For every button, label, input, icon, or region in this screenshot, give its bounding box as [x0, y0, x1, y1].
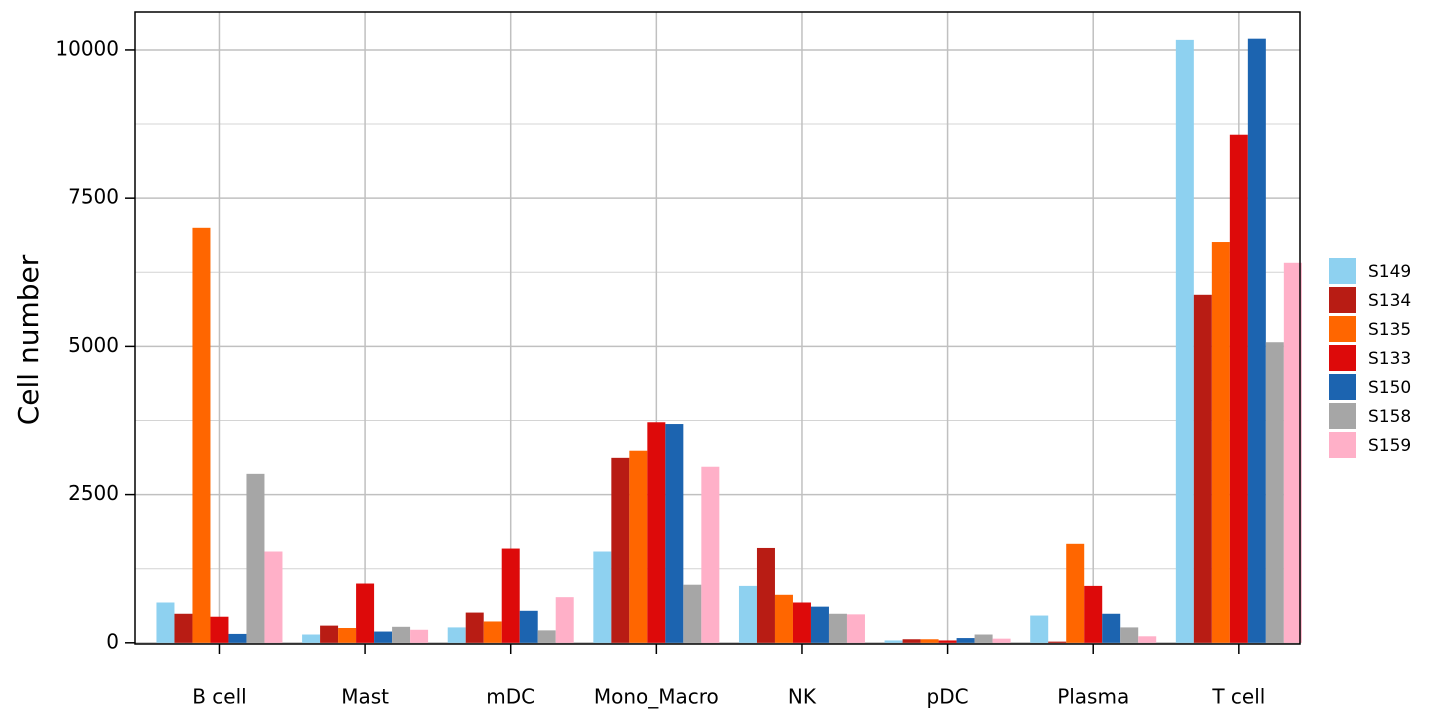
bar	[555, 597, 574, 643]
bar	[1283, 262, 1302, 643]
x-tick-label: Plasma	[1057, 685, 1129, 709]
bar	[1247, 38, 1266, 643]
bar	[683, 584, 702, 643]
y-tick-label: 10000	[55, 36, 119, 60]
bar	[1084, 585, 1103, 643]
bar	[1030, 615, 1049, 643]
bar	[1048, 641, 1067, 643]
legend-label: S135	[1368, 320, 1411, 340]
bar	[374, 631, 393, 643]
bar	[1102, 613, 1121, 643]
bar	[902, 639, 921, 643]
y-tick-label: 5000	[68, 333, 119, 357]
bar	[246, 473, 265, 643]
bar	[501, 548, 520, 643]
y-tick-label: 0	[106, 629, 119, 653]
legend-label: S158	[1368, 407, 1411, 427]
x-tick-label: Mast	[341, 685, 389, 709]
legend-label: S134	[1368, 291, 1411, 311]
bar	[792, 602, 811, 643]
bar	[410, 629, 429, 643]
bar	[1138, 636, 1157, 643]
bar	[447, 627, 466, 643]
bar	[392, 626, 411, 643]
bar	[738, 585, 757, 643]
bar	[611, 457, 630, 643]
bar	[519, 610, 538, 643]
y-axis-label: Cell number	[12, 254, 45, 425]
bar	[264, 551, 283, 643]
bar	[320, 625, 339, 643]
bar	[1120, 627, 1139, 643]
bar	[356, 583, 375, 643]
x-tick-label: pDC	[927, 685, 969, 709]
bar	[647, 422, 666, 643]
bar	[774, 594, 793, 643]
bar	[956, 638, 975, 643]
bar	[974, 634, 993, 643]
bar	[920, 639, 939, 643]
bar	[828, 613, 847, 643]
bar	[810, 606, 829, 643]
legend-swatch	[1329, 374, 1356, 400]
plot-frame	[134, 11, 1301, 645]
bar	[156, 602, 175, 643]
bar	[228, 633, 247, 643]
bar	[483, 621, 502, 643]
x-tick-label: Mono_Macro	[594, 685, 719, 709]
y-tick-label: 2500	[68, 481, 119, 505]
x-tick-label: T cell	[1211, 685, 1265, 709]
bar	[1066, 543, 1085, 643]
bar	[992, 638, 1011, 643]
bar	[210, 616, 229, 643]
bar	[1193, 294, 1212, 643]
bar	[665, 424, 684, 643]
bar	[884, 640, 903, 643]
bar	[174, 613, 193, 643]
legend-swatch	[1329, 316, 1356, 342]
x-tick-label: B cell	[192, 685, 247, 709]
legend-swatch	[1329, 432, 1356, 458]
bar	[1265, 342, 1284, 643]
bar	[338, 627, 357, 643]
legend-label: S159	[1368, 436, 1411, 456]
legend-label: S133	[1368, 349, 1411, 369]
bar	[465, 612, 484, 643]
bar	[629, 450, 648, 643]
bar	[1211, 242, 1230, 643]
legend-label: S149	[1368, 262, 1411, 282]
bar	[192, 227, 211, 643]
bar	[938, 640, 957, 643]
bar	[1229, 134, 1248, 643]
legend-swatch	[1329, 403, 1356, 429]
bar	[756, 547, 775, 643]
legend-swatch	[1329, 287, 1356, 313]
bar	[1175, 39, 1194, 643]
y-tick-label: 7500	[68, 185, 119, 209]
bar	[537, 630, 556, 643]
legend-swatch	[1329, 345, 1356, 371]
x-tick-label: NK	[788, 685, 817, 709]
bar	[701, 466, 720, 643]
x-tick-label: mDC	[486, 685, 535, 709]
bar	[846, 614, 865, 643]
bar	[593, 551, 612, 643]
legend-swatch	[1329, 258, 1356, 284]
legend-label: S150	[1368, 378, 1411, 398]
bar	[302, 634, 321, 643]
